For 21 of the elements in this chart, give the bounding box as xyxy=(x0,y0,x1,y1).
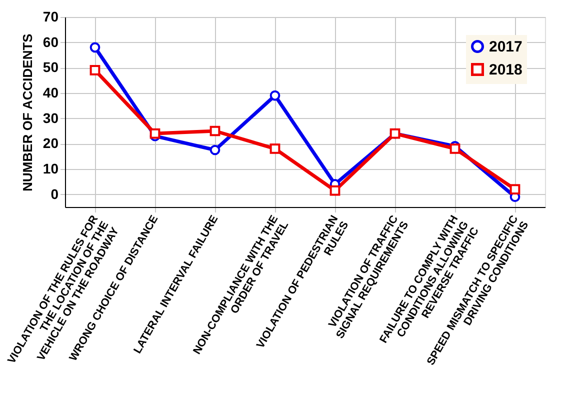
y-tick-label: 60 xyxy=(42,34,59,50)
point xyxy=(210,144,220,156)
point xyxy=(510,184,520,194)
point xyxy=(90,42,100,53)
y-tick-label: 50 xyxy=(42,59,59,76)
point xyxy=(270,90,280,101)
y-tick-label: 0 xyxy=(50,186,59,202)
legend-label: 2018 xyxy=(489,62,522,78)
y-tick-label: 40 xyxy=(42,84,59,100)
point xyxy=(90,65,100,76)
y-tick-label: 20 xyxy=(42,135,59,152)
y-axis-title: NUMBER OF ACCIDENTS xyxy=(20,33,35,192)
legend-label: 2017 xyxy=(489,38,522,56)
point xyxy=(210,126,220,136)
point xyxy=(150,128,160,139)
point xyxy=(450,144,460,154)
y-tick-label: 10 xyxy=(42,160,59,176)
y-tick-label: 70 xyxy=(42,8,59,24)
point xyxy=(270,144,280,154)
y-tick-label: 30 xyxy=(42,110,59,126)
point xyxy=(330,185,340,196)
